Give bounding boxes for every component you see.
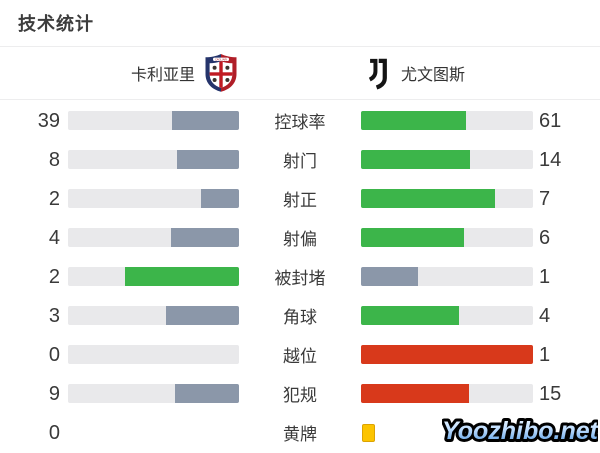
home-team-name: 卡利亚里	[130, 67, 195, 84]
home-bar-fill	[174, 384, 239, 403]
stats-rows: 39 控球率 61 8 射门 14	[0, 100, 600, 452]
stat-row: 2 被封堵 1	[0, 257, 600, 296]
stat-row: 0 黄牌	[0, 413, 600, 452]
away-value: 14	[539, 148, 562, 171]
stat-row: 8 射门 14	[0, 140, 600, 179]
away-value: 6	[539, 226, 551, 249]
away-value: 61	[539, 109, 562, 132]
stat-row: 39 控球率 61	[0, 101, 600, 140]
juventus-logo-icon	[368, 58, 387, 90]
home-bar-track	[68, 150, 239, 169]
away-value: 7	[539, 187, 551, 210]
away-bar-fill	[361, 189, 495, 208]
stat-label: 控球率	[274, 113, 326, 132]
away-team-name: 尤文图斯	[401, 67, 466, 84]
page-title: 技术统计	[18, 14, 94, 34]
away-bar-track	[361, 306, 533, 325]
home-bar-fill	[172, 111, 239, 130]
home-bar-fill	[165, 306, 239, 325]
away-bar-fill	[361, 306, 460, 325]
cagliari-crest-icon: CAGLIARI	[205, 54, 237, 92]
away-bar-track	[361, 150, 533, 169]
stat-row: 2 射正 7	[0, 179, 600, 218]
stat-row: 0 越位 1	[0, 335, 600, 374]
away-bar-fill	[361, 228, 465, 247]
away-bar-track	[361, 267, 533, 286]
home-value: 2	[48, 187, 60, 210]
away-value: 1	[539, 343, 551, 366]
home-value: 4	[48, 226, 60, 249]
stat-row: 3 角球 4	[0, 296, 600, 335]
yellow-card-icon	[362, 423, 375, 442]
away-team-header: 尤文图斯	[298, 47, 600, 99]
away-bar-fill	[361, 267, 419, 286]
stat-label: 射门	[283, 152, 317, 171]
home-bar-track	[68, 189, 239, 208]
home-bar-track	[68, 384, 239, 403]
svg-text:CAGLIARI: CAGLIARI	[215, 57, 227, 61]
stat-label: 射偏	[283, 230, 317, 249]
away-bar-fill	[361, 345, 533, 364]
home-bar-track	[68, 306, 239, 325]
away-bar-track	[361, 111, 533, 130]
home-bar-track	[68, 111, 239, 130]
stat-label: 被封堵	[274, 269, 326, 288]
team-header: 卡利亚里 CAGLIARI	[0, 47, 600, 100]
stat-label: 犯规	[283, 386, 317, 405]
watermark: Yoozhibo.net	[442, 414, 598, 448]
away-bar-track	[361, 228, 533, 247]
away-bar-fill	[361, 384, 469, 403]
home-bar-track	[68, 228, 239, 247]
away-bar-track	[361, 189, 533, 208]
stat-label: 越位	[283, 347, 317, 366]
away-bar-fill	[361, 150, 471, 169]
stat-label: 黄牌	[283, 425, 317, 444]
home-value: 39	[37, 109, 60, 132]
away-bar-track	[361, 384, 533, 403]
home-value: 0	[48, 421, 60, 444]
home-bar-fill	[176, 150, 239, 169]
stat-row: 4 射偏 6	[0, 218, 600, 257]
home-value: 3	[48, 304, 60, 327]
home-team-header: 卡利亚里 CAGLIARI	[0, 47, 298, 99]
away-value: 1	[539, 265, 551, 288]
home-value: 9	[48, 382, 60, 405]
home-value: 2	[48, 265, 60, 288]
home-bar-fill	[201, 189, 239, 208]
home-bar-fill	[170, 228, 239, 247]
away-value: 15	[539, 382, 562, 405]
stat-row: 9 犯规 15	[0, 374, 600, 413]
home-bar-track	[68, 267, 239, 286]
stat-label: 射正	[283, 191, 317, 210]
away-bar-fill	[361, 111, 466, 130]
watermark-text: Yoozhibo.net	[442, 417, 598, 445]
home-bar-track	[68, 345, 239, 364]
title-bar: 技术统计	[0, 0, 600, 47]
away-bar-track	[361, 345, 533, 364]
home-value: 0	[48, 343, 60, 366]
stat-label: 角球	[283, 308, 317, 327]
home-value: 8	[48, 148, 60, 171]
away-value: 4	[539, 304, 551, 327]
home-bar-fill	[124, 267, 239, 286]
